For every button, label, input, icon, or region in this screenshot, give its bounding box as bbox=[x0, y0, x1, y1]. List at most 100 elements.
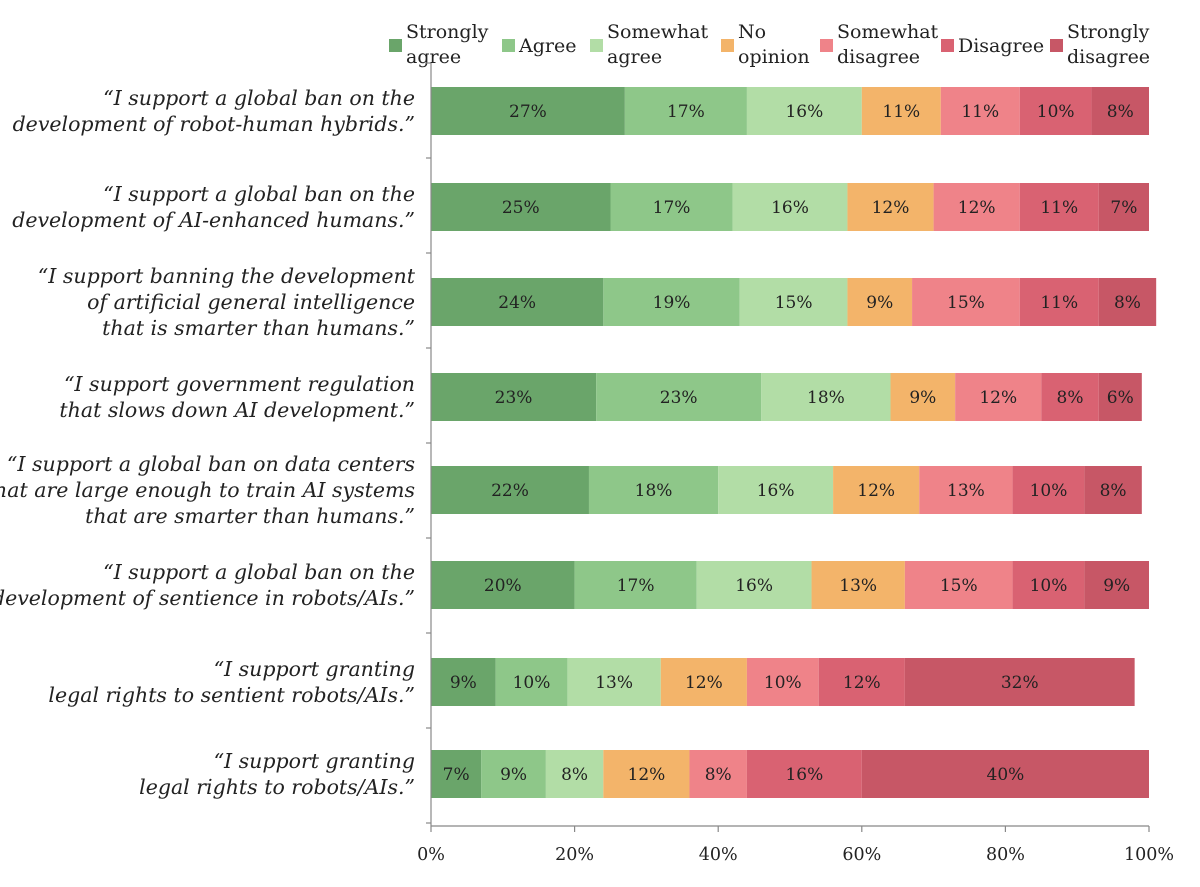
legend-swatch bbox=[389, 39, 402, 52]
legend-item: Strongly agree bbox=[389, 21, 489, 68]
bar-segment-label: 8% bbox=[561, 765, 588, 785]
bar-segment-label: 23% bbox=[495, 388, 533, 408]
bar-segment bbox=[1098, 278, 1157, 326]
legend: Strongly agree Agree Somewhat agree No opinion… bbox=[389, 21, 1150, 68]
x-tick-label: 0% bbox=[417, 845, 445, 865]
bar-segment bbox=[545, 750, 604, 798]
bar-segment-label: 13% bbox=[595, 673, 633, 693]
bar-segment bbox=[431, 87, 625, 135]
bar-segment bbox=[904, 658, 1135, 706]
legend-swatch bbox=[502, 39, 515, 52]
bar-segment bbox=[431, 278, 604, 326]
bar-segment bbox=[746, 87, 862, 135]
bar-segment-label: 17% bbox=[667, 102, 705, 122]
bar-segment bbox=[624, 87, 747, 135]
bar-segment bbox=[1012, 561, 1085, 609]
legend-label: Somewhat agree bbox=[607, 21, 709, 68]
question-label: “I support a global ban on the developmen… bbox=[12, 182, 415, 232]
bar-segment-label: 12% bbox=[857, 481, 895, 501]
question-label: “I support a global ban on the developmen… bbox=[13, 86, 415, 136]
legend-swatch bbox=[590, 39, 603, 52]
bar-segment-label: 10% bbox=[764, 673, 802, 693]
bar-segment-label: 8% bbox=[705, 765, 732, 785]
bar-segment-label: 16% bbox=[735, 576, 773, 596]
bar-segment-label: 27% bbox=[509, 102, 547, 122]
bar-segment bbox=[603, 750, 690, 798]
bar-segment bbox=[818, 658, 905, 706]
bar-segment bbox=[481, 750, 546, 798]
bar-segment-label: 9% bbox=[500, 765, 527, 785]
bar-segment-label: 10% bbox=[513, 673, 551, 693]
bar-row: 24% 19% 15% 9% 15% 11% 8% bbox=[431, 278, 1157, 326]
bar-segment-label: 10% bbox=[1030, 576, 1068, 596]
bar-segment-label: 11% bbox=[1040, 293, 1078, 313]
bar-segment bbox=[861, 750, 1149, 798]
bar-segment bbox=[596, 373, 762, 421]
bar-segment bbox=[431, 750, 482, 798]
bar-segment-label: 25% bbox=[502, 198, 540, 218]
legend-item: Agree bbox=[502, 35, 576, 57]
legend-item: Somewhat disagree bbox=[820, 21, 939, 68]
bar-segment-label: 22% bbox=[491, 481, 529, 501]
bar-segment-label: 23% bbox=[660, 388, 698, 408]
bar-segment-label: 15% bbox=[947, 293, 985, 313]
bar-segment bbox=[603, 278, 740, 326]
bar-segment-label: 15% bbox=[940, 576, 978, 596]
bar-segment-label: 12% bbox=[628, 765, 666, 785]
bar-segment bbox=[1084, 466, 1142, 514]
bar-segment bbox=[696, 561, 812, 609]
bar-segment-label: 10% bbox=[1030, 481, 1068, 501]
bar-segment bbox=[660, 658, 747, 706]
bar-segment-label: 9% bbox=[909, 388, 936, 408]
bar-segment-label: 13% bbox=[839, 576, 877, 596]
bar-row: 20% 17% 16% 13% 15% 10% 9% bbox=[431, 561, 1149, 609]
bar-segment bbox=[933, 183, 1020, 231]
legend-swatch bbox=[941, 39, 954, 52]
legend-swatch bbox=[1050, 39, 1063, 52]
bar-segment-label: 8% bbox=[1114, 293, 1141, 313]
legend-label: Strongly disagree bbox=[1067, 21, 1150, 68]
bar-segment-label: 9% bbox=[1103, 576, 1130, 596]
legend-label: Somewhat disagree bbox=[837, 21, 939, 68]
legend-label: Disagree bbox=[958, 35, 1044, 57]
bar-segment-label: 12% bbox=[872, 198, 910, 218]
legend-label: Agree bbox=[518, 35, 576, 57]
x-tick-label: 60% bbox=[842, 845, 881, 865]
bar-segment bbox=[847, 183, 934, 231]
bar-segment bbox=[431, 561, 575, 609]
bar-segment-label: 9% bbox=[450, 673, 477, 693]
question-label: “I support a global ban on the developmen… bbox=[0, 560, 415, 610]
bar-row: 9% 10% 13% 12% 10% 12% 32% bbox=[431, 658, 1135, 706]
bar-segment-label: 12% bbox=[685, 673, 723, 693]
bar-segment bbox=[588, 466, 719, 514]
bar-segment-label: 12% bbox=[979, 388, 1017, 408]
bar-row: 23% 23% 18% 9% 12% 8% 6% bbox=[431, 373, 1142, 421]
legend-swatch bbox=[721, 39, 734, 52]
bar-row: 25% 17% 16% 12% 12% 11% 7% bbox=[431, 183, 1149, 231]
bar-segment-label: 6% bbox=[1107, 388, 1134, 408]
bar-segment-label: 17% bbox=[617, 576, 655, 596]
bar-segment bbox=[574, 561, 697, 609]
bar-segment-label: 11% bbox=[882, 102, 920, 122]
bar-segment-label: 16% bbox=[785, 102, 823, 122]
question-label: “I support granting legal rights to senti… bbox=[48, 657, 415, 707]
question-label: “I support banning the development of art… bbox=[38, 264, 416, 340]
bar-segment bbox=[610, 183, 733, 231]
bar-segment-label: 16% bbox=[785, 765, 823, 785]
question-label: “I support a global ban on data centers t… bbox=[0, 452, 415, 528]
bar-segment bbox=[732, 183, 848, 231]
bar-segment bbox=[833, 466, 920, 514]
bar-segment-label: 16% bbox=[757, 481, 795, 501]
bar-segment-label: 16% bbox=[771, 198, 809, 218]
legend-item: Disagree bbox=[941, 35, 1044, 57]
x-tick-label: 40% bbox=[699, 845, 738, 865]
bar-segment bbox=[811, 561, 905, 609]
bar-segment-label: 8% bbox=[1100, 481, 1127, 501]
bar-segment-label: 18% bbox=[807, 388, 845, 408]
bar-segment bbox=[1019, 183, 1099, 231]
bar-segment bbox=[1091, 87, 1149, 135]
bar-segment-label: 24% bbox=[498, 293, 536, 313]
question-label: “I support granting legal rights to robot… bbox=[139, 749, 415, 799]
legend-label: Strongly agree bbox=[406, 21, 489, 68]
